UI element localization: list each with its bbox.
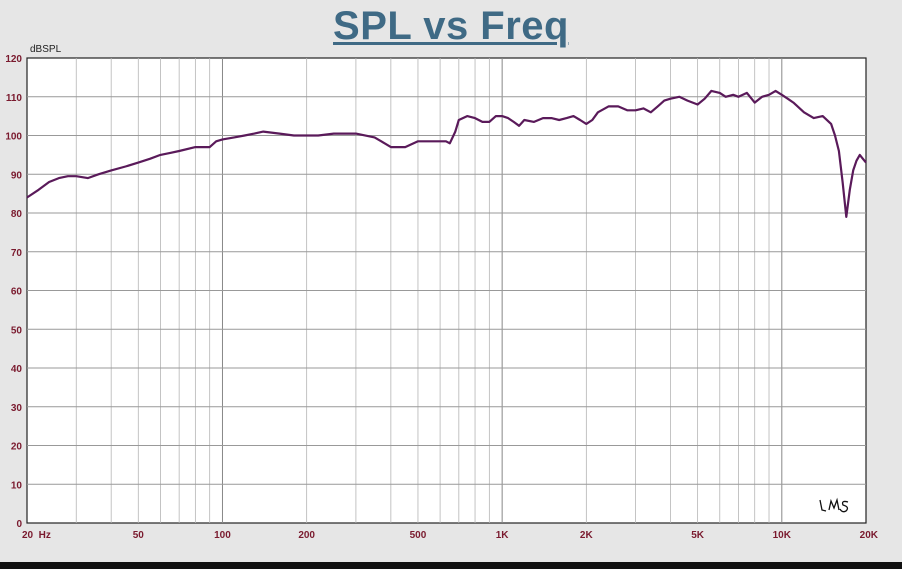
y-tick-label: 60 <box>11 287 23 298</box>
spl-curve <box>26 89 867 218</box>
x-tick-labels: 20 Hz 50 100 200 500 1K 2K 5K 10K 20K <box>22 530 879 541</box>
y-tick-label: 90 <box>11 170 23 181</box>
y-tick-label: 30 <box>11 403 23 414</box>
y-tick-label: 0 <box>16 519 22 530</box>
y-tick-label: 20 <box>11 442 23 453</box>
x-tick-label: 50 <box>133 530 145 541</box>
x-tick-label: 2K <box>580 530 594 541</box>
chart-title: SPL vs Freq <box>333 4 569 48</box>
bottom-bar <box>0 562 902 569</box>
y-tick-labels: 0 10 20 30 40 50 60 70 80 90 100 110 120 <box>5 54 22 530</box>
y-tick-label: 110 <box>6 93 23 104</box>
y-tick-label: 100 <box>5 132 22 143</box>
x-tick-label: 10K <box>773 530 792 541</box>
lms-watermark <box>819 497 849 513</box>
y-tick-label: 40 <box>11 364 23 375</box>
y-axis-label: dBSPL <box>30 44 62 55</box>
y-tick-label: 10 <box>11 480 23 491</box>
y-tick-label: 50 <box>11 325 23 336</box>
grid <box>27 58 866 523</box>
x-tick-label: 20 Hz <box>22 530 51 541</box>
y-tick-label: 70 <box>11 248 23 259</box>
x-tick-label: 500 <box>410 530 427 541</box>
y-tick-label: 80 <box>11 209 23 220</box>
x-tick-label: 1K <box>496 530 510 541</box>
x-tick-label: 100 <box>214 530 231 541</box>
x-tick-label: 200 <box>298 530 315 541</box>
x-tick-label: 5K <box>691 530 705 541</box>
x-tick-label: 20K <box>860 530 879 541</box>
y-tick-label: 120 <box>5 54 22 65</box>
